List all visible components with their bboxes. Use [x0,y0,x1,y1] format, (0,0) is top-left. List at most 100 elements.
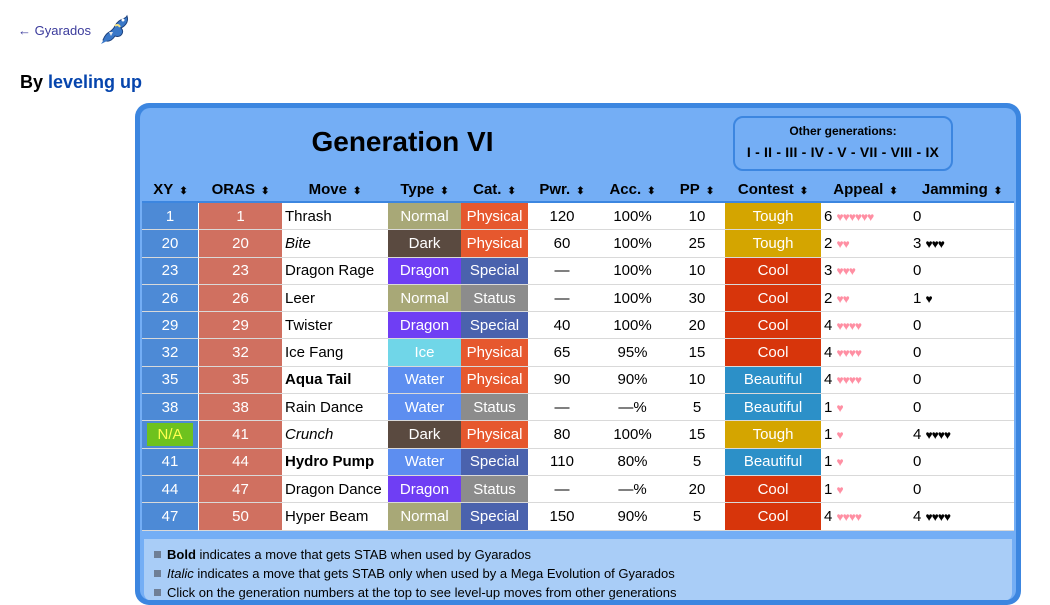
sort-icon[interactable]: ⬍ [647,186,656,197]
move-name-link[interactable]: Hydro Pump [282,448,388,476]
move-category-badge[interactable]: Special [461,257,528,285]
column-header-label: Pwr. [539,181,571,198]
contest-condition-badge[interactable]: Beautiful [725,394,821,422]
move-accuracy: 100% [596,284,669,313]
move-type-badge[interactable]: Dark [388,421,461,449]
jamming-value: 0 [913,207,922,225]
table-row: 20 20 Bite Dark Physical 60 100% 25 Tough 2 ♥♥ 3 ♥… [142,230,1014,258]
move-accuracy: 100% [596,312,669,340]
move-category-badge[interactable]: Physical [461,339,528,367]
contest-condition-badge[interactable]: Cool [725,339,821,367]
move-type-badge[interactable]: Normal [388,503,461,531]
sort-icon[interactable]: ⬍ [260,186,270,197]
column-header-jamming[interactable]: Jamming ⬍ [910,178,1014,203]
move-name-link[interactable]: Thrash [282,203,388,231]
contest-condition-badge[interactable]: Tough [725,421,821,449]
move-accuracy: 100% [596,421,669,449]
move-type-badge[interactable]: Ice [388,339,461,367]
column-header-cat[interactable]: Cat. ⬍ [461,178,528,203]
contest-condition-badge[interactable]: Cool [725,312,821,340]
move-type-badge[interactable]: Dragon [388,312,461,340]
back-to-gyarados-link[interactable]: ← Gyarados [18,22,91,38]
move-category-badge[interactable]: Physical [461,366,528,395]
move-name-link[interactable]: Hyper Beam [282,503,388,531]
move-category-badge[interactable]: Physical [461,230,528,258]
sort-icon[interactable]: ⬍ [352,186,362,197]
table-row: 26 26 Leer Normal Status —100% 30 Cool 2 ♥♥ 1 ♥ [142,284,1014,313]
xy-level-value: 38 [161,398,179,416]
move-name-link[interactable]: Crunch [282,421,388,449]
move-category-badge[interactable]: Physical [461,421,528,449]
column-header-move[interactable]: Move ⬍ [282,178,388,203]
table-row: 44 47 Dragon Dance Dragon Status — —% 20 Cool 1 ♥… [142,475,1014,504]
bullet-icon [154,551,161,558]
move-category-badge[interactable]: Physical [461,203,528,231]
column-header-acc[interactable]: Acc. ⬍ [596,178,669,203]
move-type-badge[interactable]: Water [388,448,461,476]
move-type-badge[interactable]: Water [388,394,461,422]
column-header-appeal[interactable]: Appeal ⬍ [821,178,910,203]
xy-level-cell: 26 [142,284,199,313]
move-category-badge[interactable]: Special [461,503,528,531]
sort-icon[interactable]: ⬍ [705,186,715,197]
jamming-cell: 4 ♥♥♥♥ [910,503,1014,531]
move-name-link[interactable]: Aqua Tail [282,366,388,395]
back-nav: ← Gyarados [18,12,133,48]
contest-condition-badge[interactable]: Cool [725,257,821,285]
move-name-link[interactable]: Bite [282,230,388,258]
column-header-type[interactable]: Type ⬍ [388,178,461,203]
move-name-link[interactable]: Leer [282,284,388,313]
column-header-xy[interactable]: XY ⬍ [142,178,199,203]
move-name-link[interactable]: Ice Fang [282,339,388,367]
move-category-badge[interactable]: Status [461,394,528,422]
move-category-badge[interactable]: Status [461,284,528,313]
appeal-value: 4 [824,344,833,362]
move-name-link[interactable]: Twister [282,312,388,340]
move-pp: 30 [669,284,725,313]
generation-title: Generation VI [311,126,494,157]
move-name-link[interactable]: Dragon Rage [282,257,388,285]
contest-condition-badge[interactable]: Beautiful [725,366,821,395]
footnote-text: Italic indicates a move that gets STAB o… [167,566,675,581]
jamming-value: 0 [913,344,922,362]
column-header-pwr[interactable]: Pwr. ⬍ [528,178,596,203]
contest-condition-badge[interactable]: Cool [725,284,821,313]
move-type-badge[interactable]: Dragon [388,257,461,285]
footnote-rest: indicates a move that gets STAB when use… [195,547,531,562]
contest-condition-badge[interactable]: Beautiful [725,448,821,476]
column-header-pp[interactable]: PP ⬍ [669,178,725,203]
move-type-badge[interactable]: Normal [388,203,461,231]
xy-level-value: 41 [161,453,179,471]
sort-icon[interactable]: ⬍ [993,186,1003,197]
column-header-contest[interactable]: Contest ⬍ [725,178,821,203]
contest-condition-badge[interactable]: Tough [725,230,821,258]
move-category-badge[interactable]: Special [461,448,528,476]
contest-condition-badge[interactable]: Cool [725,503,821,531]
move-category-badge[interactable]: Special [461,312,528,340]
sort-icon[interactable]: ⬍ [440,186,449,197]
move-type-badge[interactable]: Dragon [388,475,461,504]
sort-icon[interactable]: ⬍ [889,186,898,197]
move-pp: 15 [669,339,725,367]
move-type-badge[interactable]: Water [388,366,461,395]
xy-level-value: 47 [161,507,179,525]
sort-icon[interactable]: ⬍ [799,186,809,197]
contest-condition-badge[interactable]: Cool [725,475,821,504]
other-generations-links[interactable]: I - II - III - IV - V - VII - VIII - IX [746,144,940,160]
move-category-badge[interactable]: Status [461,475,528,504]
move-name-link[interactable]: Rain Dance [282,394,388,422]
sort-icon[interactable]: ⬍ [507,186,516,197]
leveling-up-link[interactable]: leveling up [48,72,143,92]
table-row: 23 23 Dragon Rage Dragon Special —100% 10 Cool 3… [142,257,1014,285]
footnote-rest: Click on the generation numbers at the t… [167,585,677,600]
move-accuracy: 95% [596,339,669,367]
appeal-hearts-icon: ♥♥♥♥ [836,318,862,333]
contest-condition-badge[interactable]: Tough [725,203,821,231]
move-name-link[interactable]: Dragon Dance [282,475,388,504]
sort-icon[interactable]: ⬍ [576,186,585,197]
sort-icon[interactable]: ⬍ [179,186,188,197]
move-type-badge[interactable]: Normal [388,284,461,313]
column-header-oras[interactable]: ORAS ⬍ [199,178,282,203]
table-row: 29 29 Twister Dragon Special 40 100% 20 Cool 4 ♥♥… [142,312,1014,340]
move-type-badge[interactable]: Dark [388,230,461,258]
